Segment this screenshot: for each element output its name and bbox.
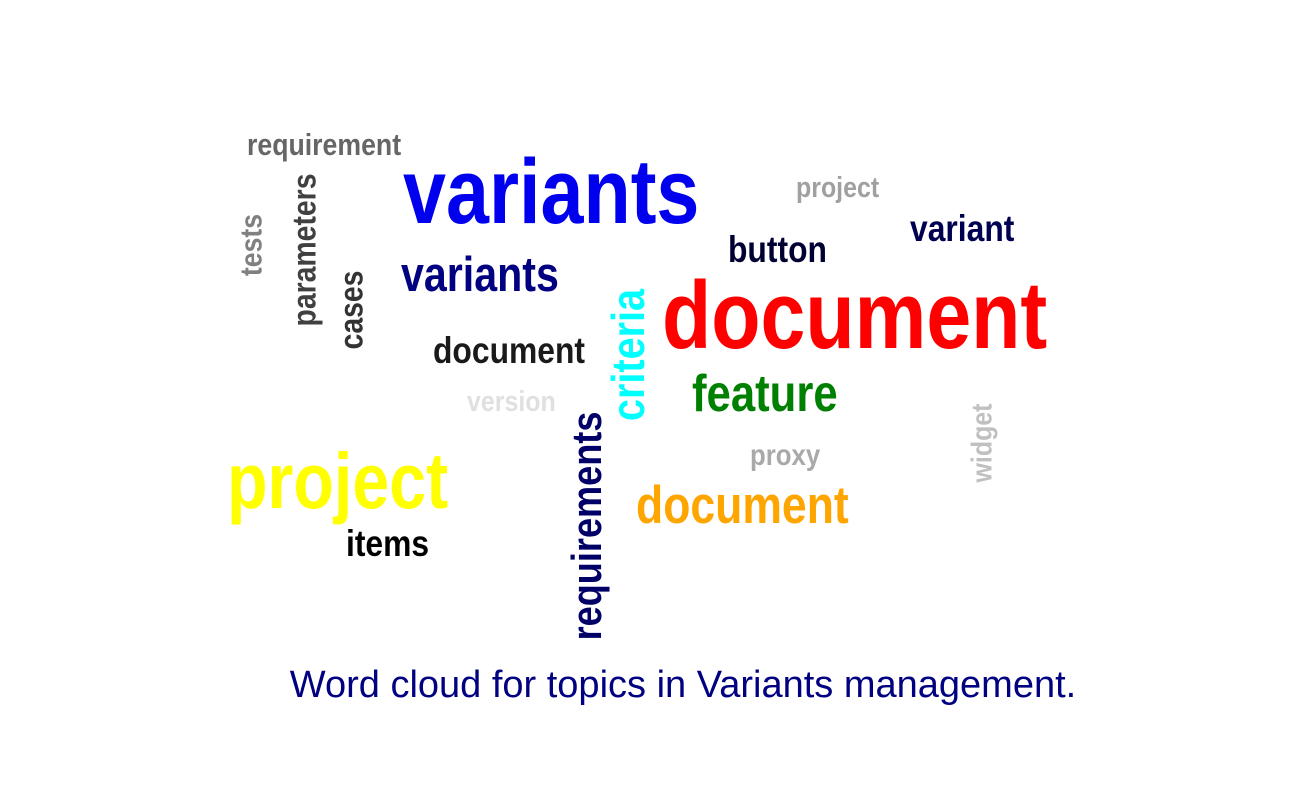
word-parameters-box: parameters <box>285 163 323 337</box>
word-requirements-box: requirements <box>563 402 610 650</box>
word-widget: widget <box>966 403 999 482</box>
word-criteria: criteria <box>602 289 654 421</box>
word-tests: tests <box>233 213 269 276</box>
word-parameters: parameters <box>285 173 323 327</box>
word-items: items <box>346 523 430 564</box>
word-requirements: requirements <box>563 411 610 641</box>
word-cases: cases <box>332 270 370 350</box>
word-cases-box: cases <box>332 265 370 355</box>
word-variant: variant <box>910 208 1015 249</box>
word-proxy: proxy <box>750 439 821 472</box>
word-version: version <box>467 386 556 418</box>
word-variants-large: variants <box>403 141 700 243</box>
word-button: button <box>728 229 827 270</box>
word-feature: feature <box>692 365 838 423</box>
figure-caption: Word cloud for topics in Variants manage… <box>289 664 1077 706</box>
word-project-gray: project <box>796 172 880 204</box>
word-criteria-box: criteria <box>602 270 654 440</box>
word-document-orange: document <box>636 476 849 535</box>
word-widget-box: widget <box>966 395 999 490</box>
word-document-large: document <box>662 262 1048 369</box>
word-variants-small: variants <box>401 248 559 302</box>
word-tests-box: tests <box>233 207 269 282</box>
word-project-yellow: project <box>227 436 449 525</box>
word-document-black: document <box>433 330 586 371</box>
word-requirement: requirement <box>247 127 402 162</box>
